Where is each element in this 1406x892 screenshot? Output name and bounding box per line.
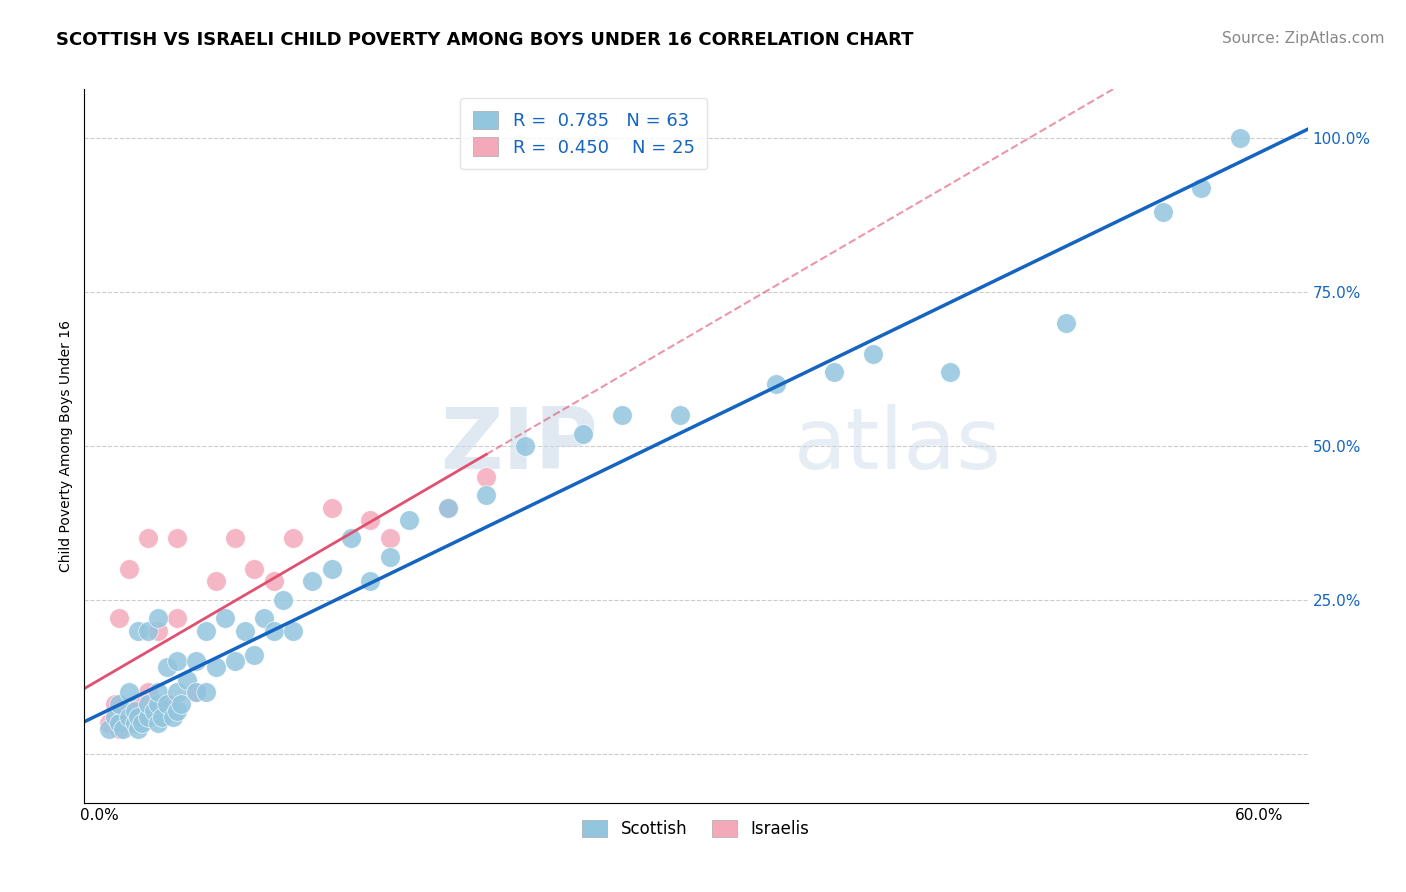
Text: atlas: atlas	[794, 404, 1002, 488]
Point	[340, 531, 363, 545]
Legend: Scottish, Israelis: Scottish, Israelis	[575, 813, 817, 845]
Point	[108, 698, 131, 712]
Point	[146, 624, 169, 638]
Point	[436, 500, 458, 515]
Point	[186, 685, 208, 699]
Point	[195, 624, 218, 638]
Point	[1229, 131, 1251, 145]
Point	[162, 709, 184, 723]
Point	[118, 715, 141, 730]
Text: Source: ZipAtlas.com: Source: ZipAtlas.com	[1222, 31, 1385, 46]
Point	[281, 624, 304, 638]
Point	[146, 698, 169, 712]
Point	[939, 365, 962, 379]
Point	[146, 715, 169, 730]
Point	[195, 685, 218, 699]
Point	[108, 611, 131, 625]
Point	[263, 574, 285, 589]
Point	[321, 562, 343, 576]
Point	[166, 685, 188, 699]
Point	[321, 500, 343, 515]
Point	[1189, 180, 1212, 194]
Point	[273, 592, 295, 607]
Point	[108, 722, 131, 736]
Point	[131, 715, 153, 730]
Point	[127, 722, 149, 736]
Point	[475, 469, 498, 483]
Point	[146, 685, 169, 699]
Point	[186, 654, 208, 668]
Point	[166, 654, 188, 668]
Point	[156, 660, 179, 674]
Text: ZIP: ZIP	[440, 404, 598, 488]
Point	[136, 709, 159, 723]
Point	[1054, 316, 1077, 330]
Point	[136, 698, 159, 712]
Point	[436, 500, 458, 515]
Point	[98, 722, 121, 736]
Point	[127, 698, 149, 712]
Point	[136, 531, 159, 545]
Point	[765, 377, 787, 392]
Point	[124, 715, 146, 730]
Point	[610, 409, 633, 423]
Point	[204, 574, 226, 589]
Point	[176, 673, 198, 687]
Point	[166, 531, 188, 545]
Point	[243, 562, 266, 576]
Point	[359, 513, 381, 527]
Text: SCOTTISH VS ISRAELI CHILD POVERTY AMONG BOYS UNDER 16 CORRELATION CHART: SCOTTISH VS ISRAELI CHILD POVERTY AMONG …	[56, 31, 914, 49]
Point	[104, 709, 127, 723]
Point	[572, 426, 595, 441]
Point	[118, 685, 141, 699]
Point	[98, 715, 121, 730]
Point	[224, 531, 246, 545]
Point	[398, 513, 420, 527]
Point	[224, 654, 246, 668]
Point	[253, 611, 276, 625]
Point	[156, 698, 179, 712]
Point	[378, 531, 401, 545]
Point	[166, 704, 188, 718]
Point	[243, 648, 266, 662]
Point	[150, 709, 173, 723]
Y-axis label: Child Poverty Among Boys Under 16: Child Poverty Among Boys Under 16	[59, 320, 73, 572]
Point	[214, 611, 236, 625]
Point	[124, 704, 146, 718]
Point	[359, 574, 381, 589]
Point	[301, 574, 323, 589]
Point	[156, 698, 179, 712]
Point	[204, 660, 226, 674]
Point	[146, 611, 169, 625]
Point	[127, 709, 149, 723]
Point	[136, 624, 159, 638]
Point	[108, 715, 131, 730]
Point	[233, 624, 256, 638]
Point	[513, 439, 536, 453]
Point	[142, 704, 165, 718]
Point	[281, 531, 304, 545]
Point	[378, 549, 401, 564]
Point	[668, 409, 690, 423]
Point	[104, 698, 127, 712]
Point	[1152, 205, 1174, 219]
Point	[170, 698, 193, 712]
Point	[823, 365, 845, 379]
Point	[136, 685, 159, 699]
Point	[186, 685, 208, 699]
Point	[118, 709, 141, 723]
Point	[263, 624, 285, 638]
Point	[124, 709, 146, 723]
Point	[118, 562, 141, 576]
Point	[475, 488, 498, 502]
Point	[166, 611, 188, 625]
Point	[862, 347, 884, 361]
Point	[111, 722, 134, 736]
Point	[127, 624, 149, 638]
